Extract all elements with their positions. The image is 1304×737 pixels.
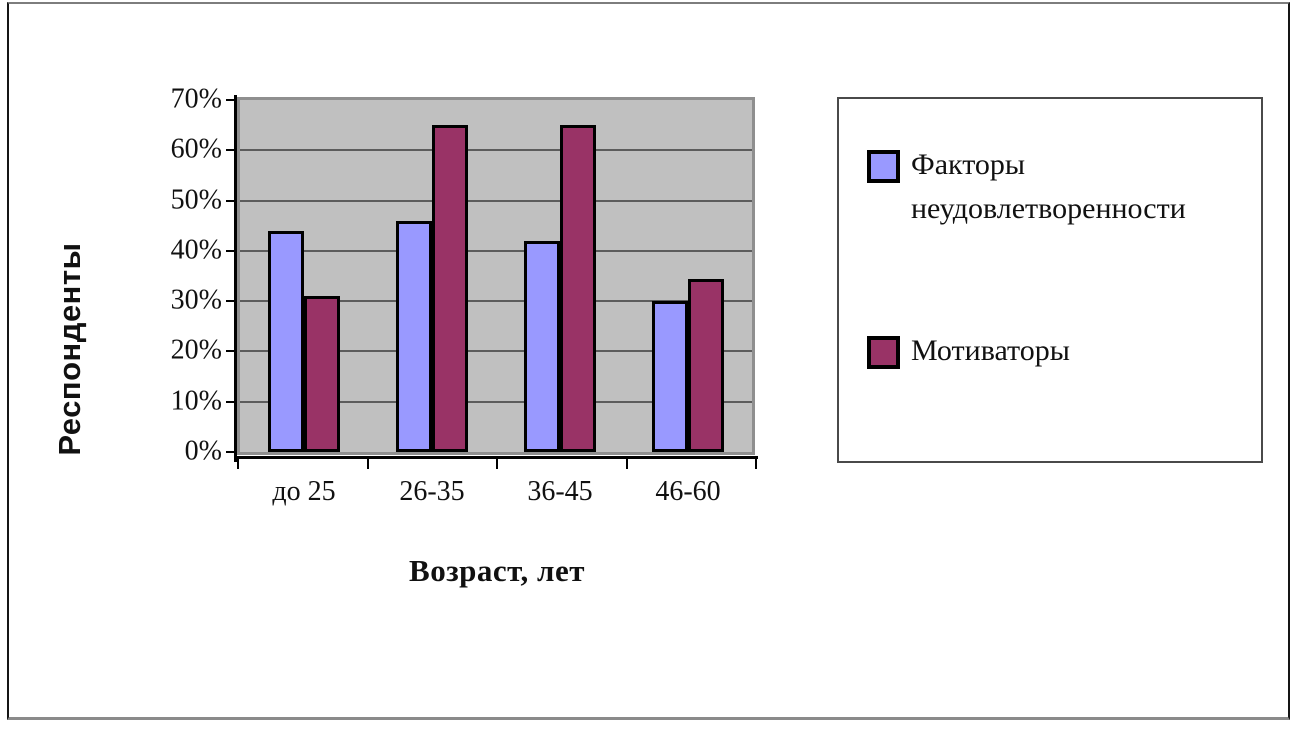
x-axis-line (234, 456, 758, 459)
bar-motivators-46-60 (688, 279, 724, 452)
y-axis-title: Респонденты (52, 242, 87, 456)
legend-label-factors: Факторы неудовлетворенности (911, 148, 1186, 225)
y-tick-label-40%: 40% (170, 234, 222, 266)
bar-factors-36-45 (524, 241, 560, 452)
y-tick-30% (226, 300, 235, 303)
motivators-swatch-icon (867, 336, 900, 369)
gridline-30 (240, 300, 752, 303)
y-tick-60% (226, 149, 235, 152)
gridline-60 (240, 149, 752, 152)
y-tick-label-20%: 20% (170, 334, 222, 366)
bar-motivators-до 25 (304, 296, 340, 452)
legend-item-factors: Факторы неудовлетворенности (867, 143, 1237, 231)
y-tick-0% (226, 451, 235, 453)
y-axis-line (234, 95, 237, 462)
x-tick-0 (237, 459, 239, 469)
bar-factors-46-60 (652, 301, 688, 452)
x-tick-2 (496, 459, 498, 469)
y-tick-label-10%: 10% (170, 385, 222, 417)
gridline-50 (240, 199, 752, 202)
y-tick-label-30%: 30% (170, 284, 222, 316)
gridline-20 (240, 350, 752, 353)
legend-item-motivators: Мотиваторы (867, 329, 1237, 373)
bar-motivators-26-35 (432, 125, 468, 452)
x-category-label-36-45: 36-45 (527, 476, 593, 507)
y-tick-label-50%: 50% (170, 183, 222, 215)
y-tick-10% (226, 400, 235, 403)
legend-box: Факторы неудовлетворенности Мотиваторы (837, 97, 1263, 463)
x-category-label-26-35: 26-35 (399, 476, 465, 507)
bar-motivators-36-45 (560, 125, 596, 452)
x-category-label-до 25: до 25 (272, 476, 336, 507)
y-tick-20% (226, 350, 235, 353)
x-axis-title: Возраст, лет (409, 553, 585, 588)
x-category-label-46-60: 46-60 (655, 476, 721, 507)
bar-factors-до 25 (268, 231, 304, 452)
y-tick-40% (226, 249, 235, 252)
y-tick-70% (226, 99, 235, 101)
plot-area (237, 97, 755, 455)
legend-label-motivators: Мотиваторы (911, 334, 1070, 367)
x-tick-1 (367, 459, 369, 469)
y-tick-label-70%: 70% (170, 83, 222, 115)
x-tick-3 (626, 459, 628, 469)
y-tick-50% (226, 199, 235, 202)
chart-figure: Респонденты 0% 10% 20% 30% 40% 50% 60% 70% до 2… (7, 2, 1290, 720)
x-tick-4 (755, 459, 757, 469)
gridline-40 (240, 249, 752, 252)
bar-factors-26-35 (396, 221, 432, 452)
y-tick-label-60%: 60% (170, 133, 222, 165)
y-tick-label-0%: 0% (184, 435, 222, 467)
gridline-10 (240, 400, 752, 403)
factors-swatch-icon (867, 150, 900, 183)
